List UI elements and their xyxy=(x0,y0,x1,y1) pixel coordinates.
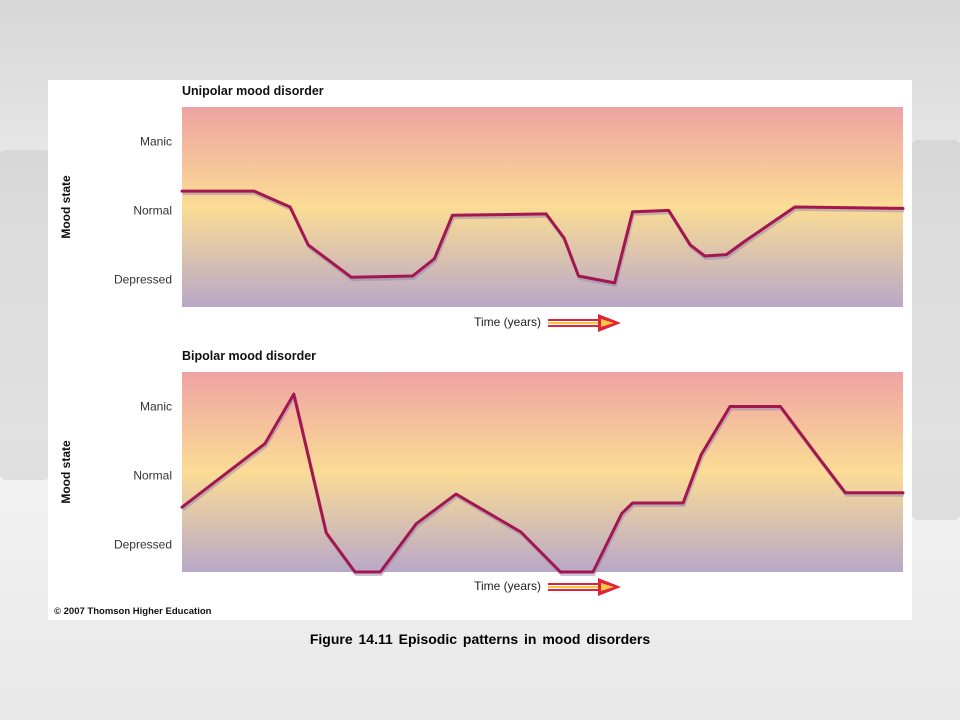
data-point xyxy=(703,254,706,258)
y-tick-label: Manic xyxy=(140,134,172,148)
data-point xyxy=(699,453,703,456)
data-point xyxy=(292,392,295,396)
chart-1: Bipolar mood disorder Mood state Depressed… xyxy=(59,349,905,596)
background-shape xyxy=(912,140,960,520)
data-point xyxy=(263,442,267,445)
data-point xyxy=(667,209,670,212)
y-tick-label: Normal xyxy=(133,203,172,217)
data-point xyxy=(681,501,685,505)
data-point xyxy=(844,491,847,494)
series-line xyxy=(180,392,905,574)
y-tick-label: Normal xyxy=(133,468,172,482)
chart-title: Unipolar mood disorder xyxy=(182,84,324,98)
data-point xyxy=(411,274,414,278)
y-tick-label: Depressed xyxy=(114,537,172,551)
data-point xyxy=(743,240,746,243)
chart-0: Unipolar mood disorder Mood state Depresse… xyxy=(59,84,905,332)
data-point xyxy=(519,530,523,534)
data-point xyxy=(689,243,692,247)
data-point xyxy=(631,210,634,214)
data-point xyxy=(454,492,458,496)
data-point xyxy=(620,512,624,515)
data-point xyxy=(815,453,818,456)
series-line xyxy=(180,189,905,285)
data-point xyxy=(433,257,436,260)
y-axis-label: Mood state xyxy=(59,440,73,504)
data-point xyxy=(725,253,728,256)
data-point xyxy=(591,570,595,574)
mood-band xyxy=(182,372,903,572)
x-axis-label: Time (years) xyxy=(474,579,541,593)
data-point xyxy=(451,214,454,217)
data-point xyxy=(613,281,616,285)
data-point xyxy=(379,570,382,574)
time-arrow-icon xyxy=(548,578,621,596)
data-point xyxy=(901,491,905,494)
background-shape xyxy=(0,150,50,480)
data-point xyxy=(180,189,184,193)
figure-canvas: Unipolar mood disorder Mood state Depresse… xyxy=(54,84,905,617)
data-point xyxy=(288,205,292,209)
data-point xyxy=(559,570,562,574)
data-point xyxy=(252,189,256,193)
data-point xyxy=(793,205,797,209)
data-point xyxy=(631,501,634,505)
data-point xyxy=(901,207,905,210)
data-point xyxy=(728,405,732,408)
figure-caption: Figure 14.11 Episodic patterns in mood d… xyxy=(309,631,651,647)
y-tick-label: Depressed xyxy=(114,272,172,286)
data-point xyxy=(562,236,566,240)
copyright-text: © 2007 Thomson Higher Education xyxy=(54,606,212,617)
data-point xyxy=(544,212,548,216)
y-tick-label: Manic xyxy=(140,399,172,413)
data-point xyxy=(353,570,357,574)
chart-title: Bipolar mood disorder xyxy=(182,349,316,363)
data-point xyxy=(415,522,418,525)
data-point xyxy=(325,531,328,534)
data-point xyxy=(306,243,310,247)
data-point xyxy=(180,505,184,509)
mood-band xyxy=(182,107,903,307)
time-arrow-icon xyxy=(548,314,621,332)
data-point xyxy=(577,274,580,278)
y-axis-label: Mood state xyxy=(59,175,73,239)
x-axis-label: Time (years) xyxy=(474,315,541,329)
figure-panel: Unipolar mood disorder Mood state Depresse… xyxy=(48,80,912,620)
data-point xyxy=(350,276,353,279)
data-point xyxy=(779,405,782,408)
